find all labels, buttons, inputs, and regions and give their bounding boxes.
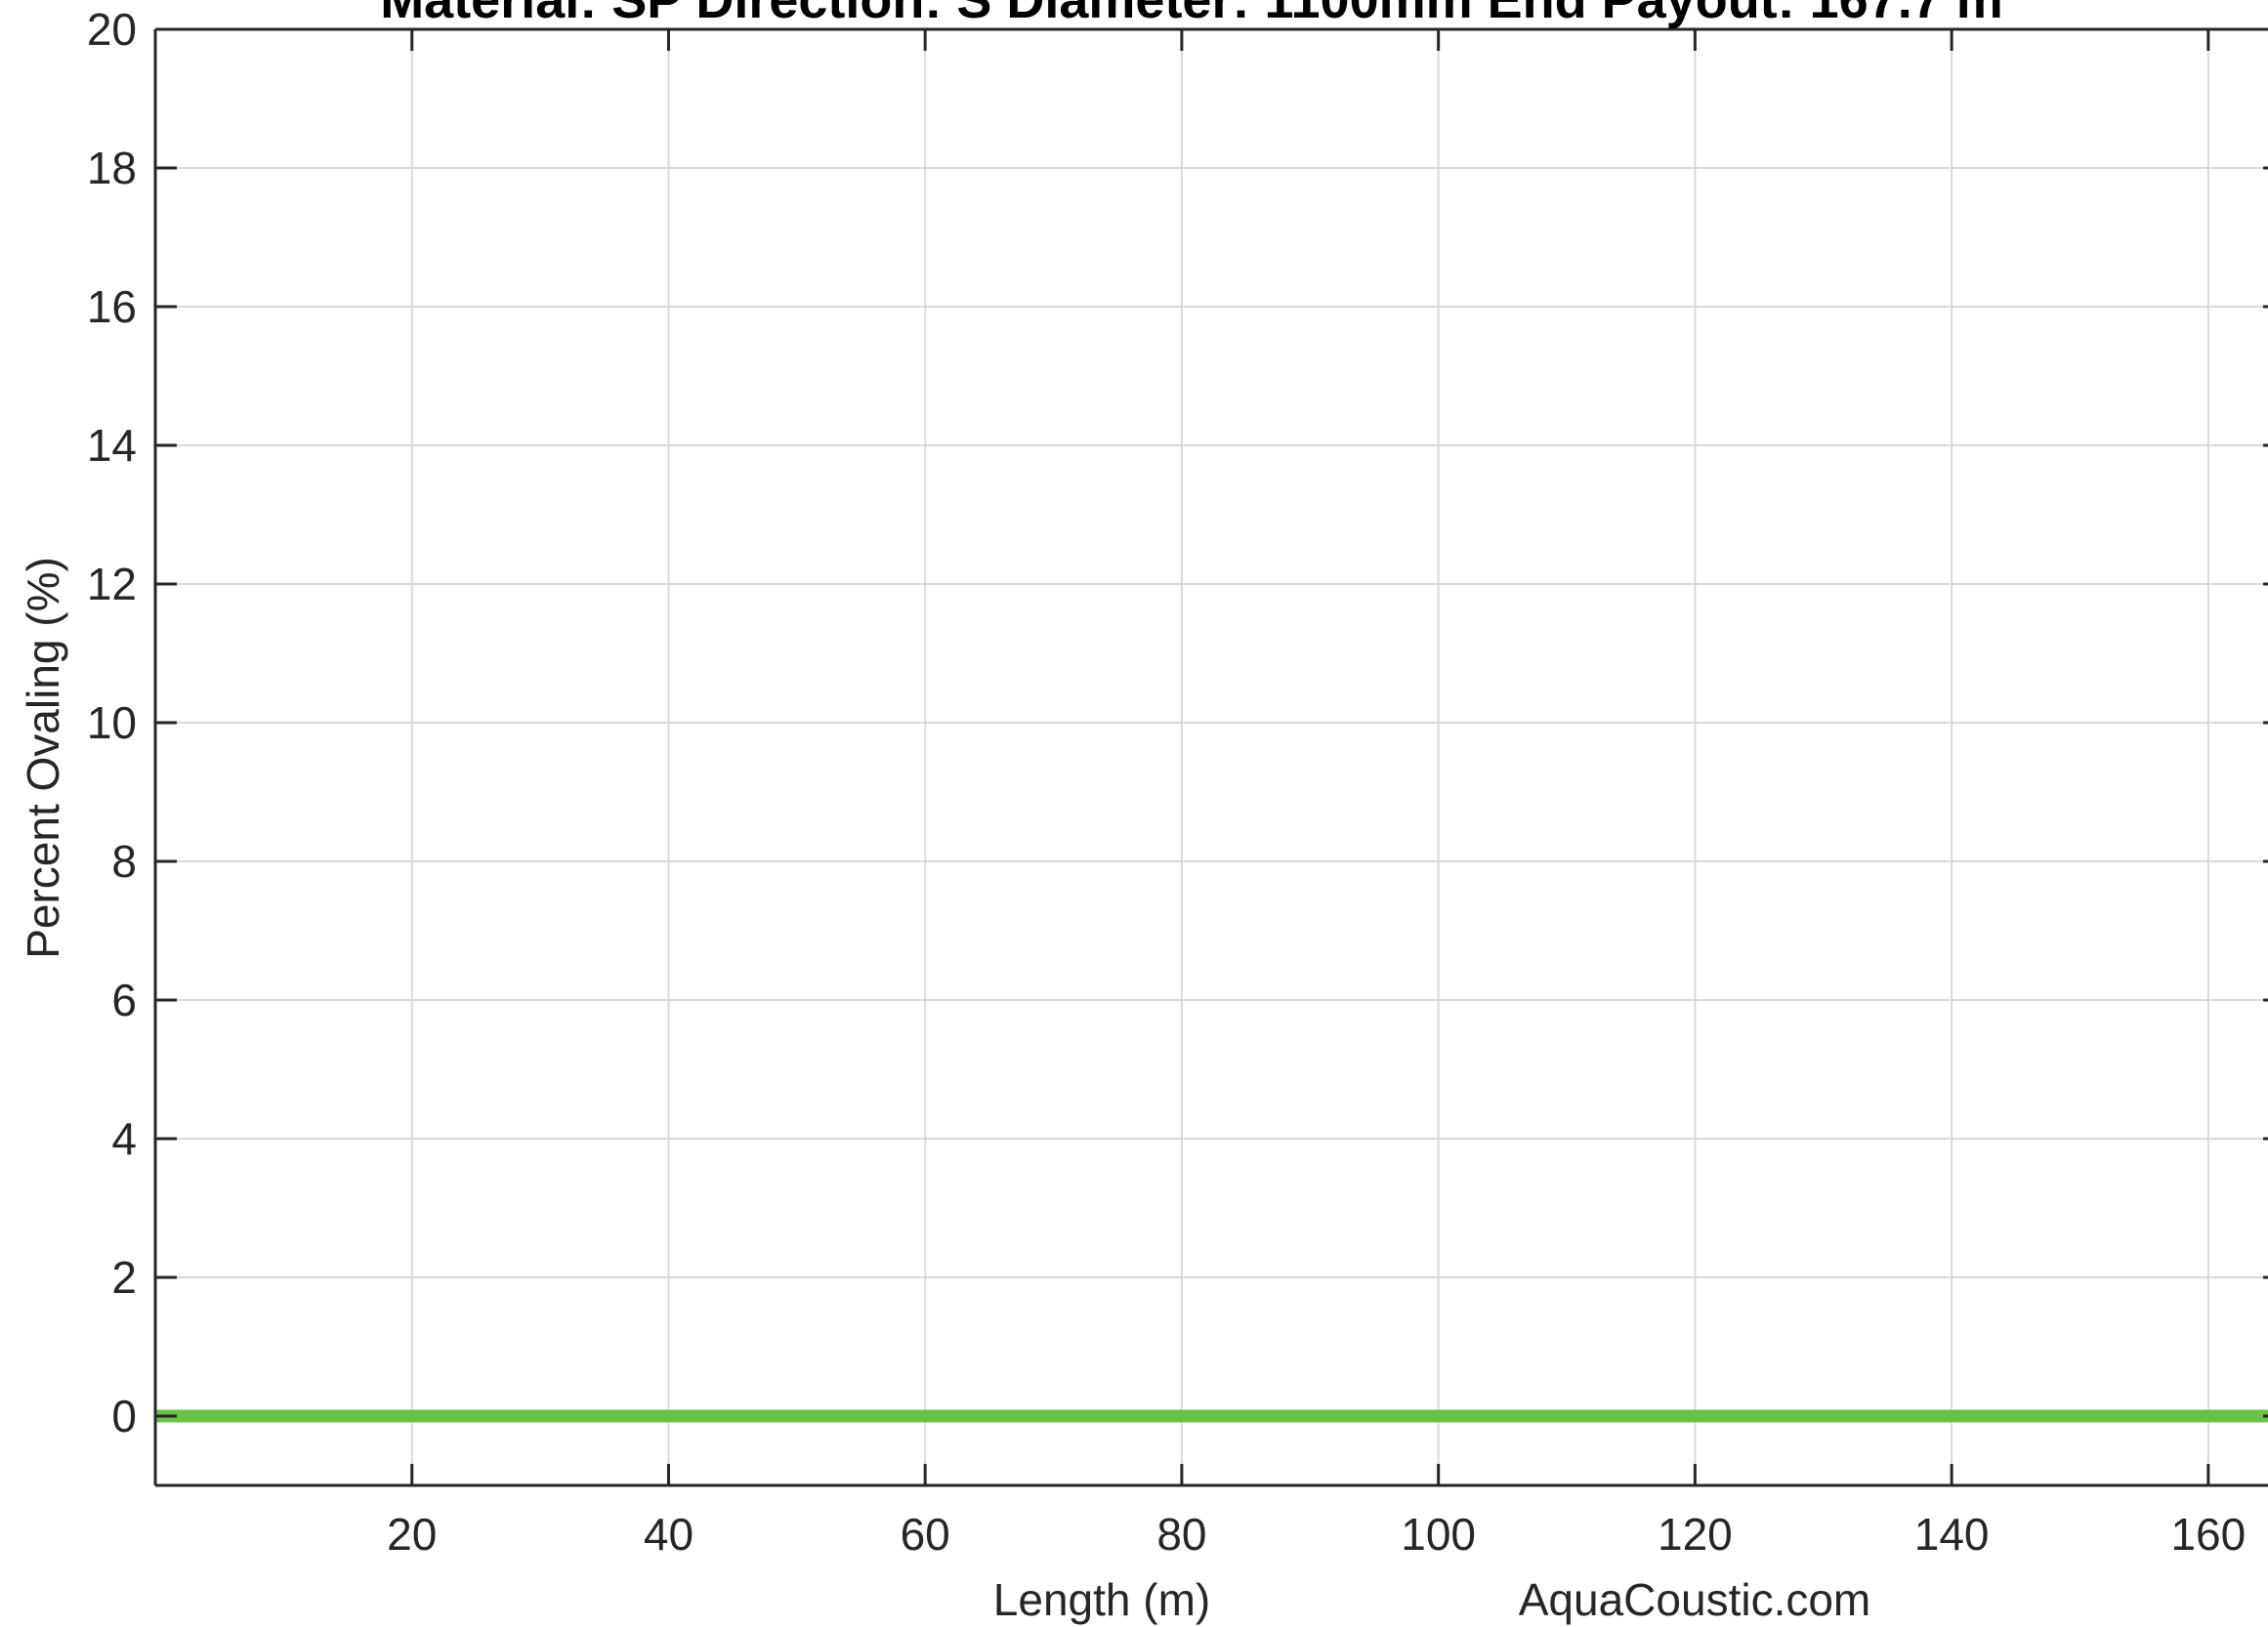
- x-tick-label: 20: [387, 1509, 437, 1560]
- x-tick-label: 60: [901, 1509, 950, 1560]
- grid: [155, 28, 2268, 1485]
- y-tick-label: 4: [111, 1113, 137, 1164]
- y-tick-label: 2: [111, 1252, 137, 1303]
- x-tick-label: 100: [1401, 1509, 1476, 1560]
- axes: [153, 27, 2268, 1487]
- y-tick-label: 16: [87, 281, 137, 332]
- y-tick-label: 20: [87, 4, 137, 55]
- y-axis-label: Percent Ovaling (%): [18, 557, 68, 959]
- x-tick-label: 40: [644, 1509, 693, 1560]
- y-tick-label: 6: [111, 975, 137, 1025]
- x-tick-label: 160: [2170, 1509, 2246, 1560]
- x-tick-label: 80: [1156, 1509, 1206, 1560]
- ticks: 20 40 60 80 100 120 140 160 0 2 4 6 8 10 12 14 16 18 20: [87, 4, 2268, 1560]
- y-tick-label: 14: [87, 420, 137, 471]
- credit-label: AquaCoustic.com: [1519, 1574, 1871, 1625]
- y-tick-label: 10: [87, 697, 137, 748]
- chart-title: Material: SP Direction: S Diameter: 1100…: [380, 0, 2003, 29]
- y-tick-label: 0: [111, 1391, 137, 1441]
- x-tick-label: 120: [1658, 1509, 1733, 1560]
- x-tick-label: 140: [1914, 1509, 1990, 1560]
- y-tick-label: 8: [111, 836, 137, 887]
- y-tick-label: 12: [87, 559, 137, 609]
- y-tick-label: 18: [87, 143, 137, 193]
- x-axis-label: Length (m): [993, 1574, 1210, 1625]
